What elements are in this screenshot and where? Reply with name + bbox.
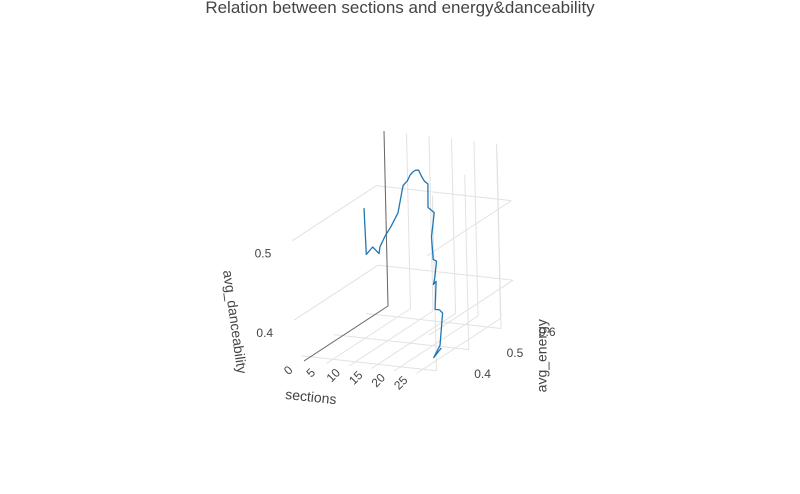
back-wall-grid-x bbox=[406, 133, 411, 309]
x-tick-label: 5 bbox=[303, 365, 318, 380]
y-tick-label: 0.5 bbox=[507, 346, 524, 360]
y-tick-label: 0.6 bbox=[539, 325, 556, 339]
axis-zero-lines bbox=[303, 130, 389, 362]
x-axis-title: sections bbox=[285, 386, 338, 407]
chart-title: Relation between sections and energy&dan… bbox=[205, 0, 595, 17]
back-wall-grid-x bbox=[473, 140, 479, 317]
back-wall-grid-x bbox=[428, 135, 434, 312]
side-wall-grid-y bbox=[496, 153, 502, 329]
back-wall-grid-z bbox=[378, 264, 514, 281]
x-tick-label: 15 bbox=[346, 368, 366, 388]
floor-grid-x bbox=[416, 318, 501, 374]
side-wall-grid-z bbox=[428, 279, 514, 336]
grid-lines bbox=[291, 130, 514, 374]
floor-grid-y bbox=[301, 355, 437, 372]
z-tick-labels: 0.4 0.5 bbox=[255, 247, 274, 341]
z-tick-label: 0.5 bbox=[255, 247, 272, 261]
x-tick-label: 20 bbox=[369, 370, 389, 390]
series-line-0 bbox=[363, 169, 444, 359]
floor-grid-x bbox=[348, 310, 434, 367]
back-wall-grid-x bbox=[451, 138, 456, 314]
y-tick-labels: 0.4 0.5 0.6 bbox=[474, 325, 556, 381]
side-wall-grid-z bbox=[426, 200, 512, 257]
floor-grid-x bbox=[326, 308, 411, 364]
floor-grid-y bbox=[366, 312, 502, 329]
data-series bbox=[363, 169, 444, 359]
back-wall-grid-z bbox=[376, 185, 512, 202]
z-tick-label: 0.4 bbox=[256, 326, 273, 340]
y-tick-label: 0.4 bbox=[474, 367, 491, 381]
left-wall-grid-z bbox=[293, 264, 379, 321]
floor-grid-y bbox=[333, 334, 469, 351]
x-tick-label: 10 bbox=[324, 365, 344, 385]
x-zero-vertical-line bbox=[383, 130, 389, 307]
y-axis-title: avg_energy bbox=[533, 319, 549, 392]
left-wall-grid-z bbox=[291, 185, 377, 242]
z-axis-title: avg_danceability bbox=[220, 269, 250, 375]
x-zero-floor-line bbox=[303, 305, 389, 362]
x-tick-label: 0 bbox=[281, 363, 296, 378]
x-tick-label: 25 bbox=[391, 373, 411, 393]
side-wall-grid-y bbox=[464, 174, 470, 350]
